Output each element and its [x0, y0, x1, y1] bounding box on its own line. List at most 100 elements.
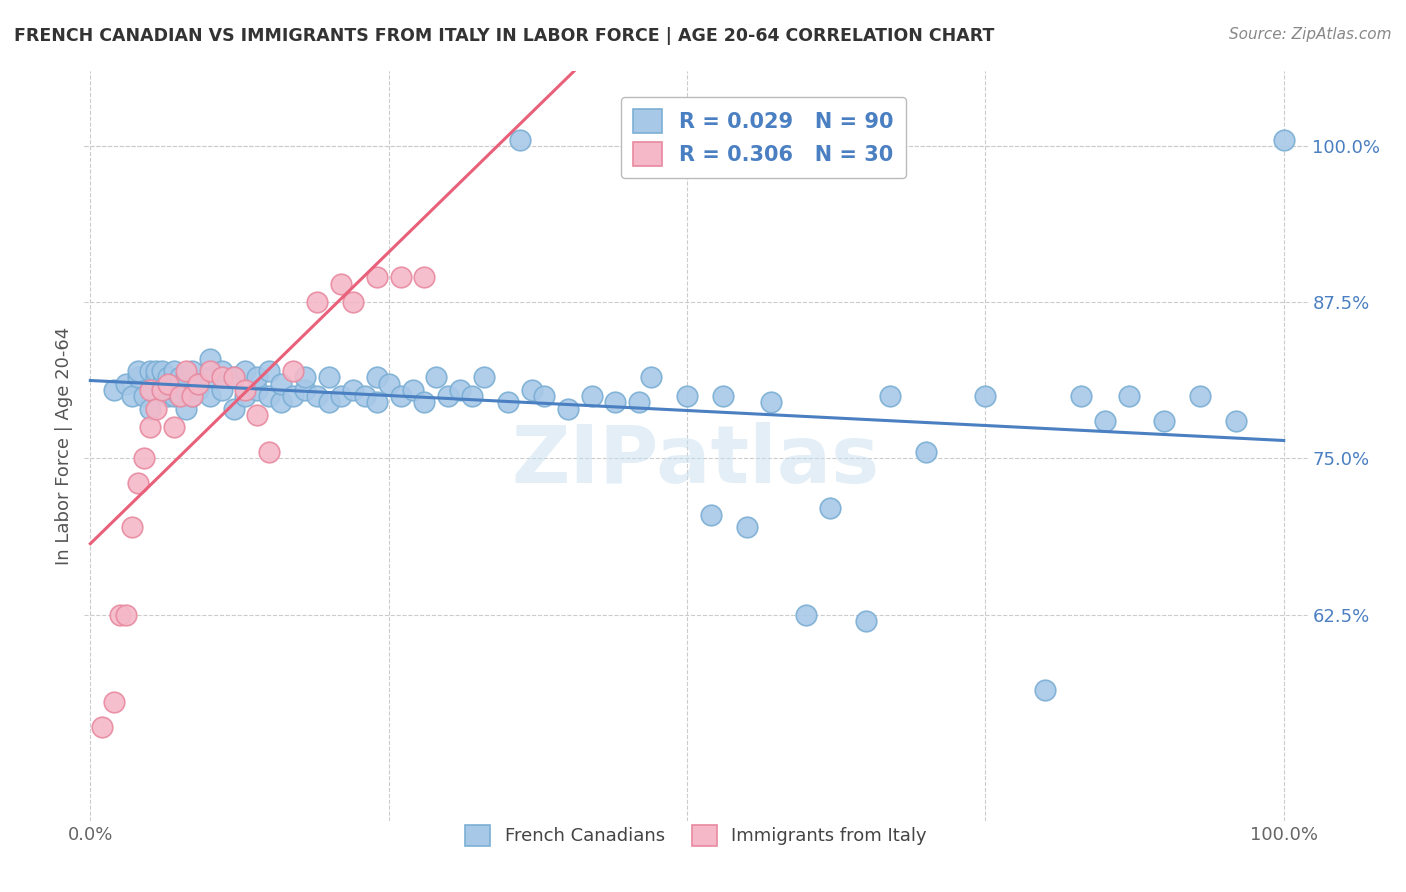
Point [222, 370, 245, 384]
Point [163, 389, 186, 403]
Point [1189, 389, 1212, 403]
Point [163, 420, 186, 434]
Legend: French Canadians, Immigrants from Italy: French Canadians, Immigrants from Italy [457, 818, 935, 853]
Point [259, 364, 281, 378]
Point [413, 270, 436, 285]
Point [496, 395, 519, 409]
Point [676, 389, 699, 403]
Point [1153, 414, 1175, 428]
Point [169, 389, 191, 403]
Point [1094, 414, 1116, 428]
Point [211, 370, 233, 384]
Point [139, 364, 162, 378]
Point [198, 364, 221, 378]
Point [127, 370, 149, 384]
Point [1118, 389, 1140, 403]
Point [246, 370, 269, 384]
Point [187, 376, 209, 391]
Point [342, 295, 364, 310]
Point [235, 364, 257, 378]
Point [628, 395, 651, 409]
Point [329, 277, 352, 291]
Point [472, 370, 495, 384]
Point [145, 370, 167, 384]
Point [156, 389, 179, 403]
Point [211, 364, 233, 378]
Point [139, 401, 162, 416]
Point [246, 383, 269, 397]
Point [174, 370, 197, 384]
Point [121, 520, 143, 534]
Point [174, 401, 197, 416]
Point [389, 270, 412, 285]
Point [163, 383, 186, 397]
Point [180, 389, 202, 403]
Point [174, 383, 197, 397]
Point [222, 401, 245, 416]
Point [1225, 414, 1247, 428]
Point [139, 420, 162, 434]
Point [259, 389, 281, 403]
Point [246, 408, 269, 422]
Point [389, 389, 412, 403]
Point [198, 351, 221, 366]
Point [198, 389, 221, 403]
Point [115, 376, 138, 391]
Text: Source: ZipAtlas.com: Source: ZipAtlas.com [1229, 27, 1392, 42]
Point [449, 383, 471, 397]
Point [187, 383, 209, 397]
Point [150, 383, 173, 397]
Point [132, 389, 155, 403]
Point [211, 383, 233, 397]
Point [759, 395, 782, 409]
Point [235, 383, 257, 397]
Point [139, 383, 162, 397]
Point [735, 520, 758, 534]
Point [461, 389, 484, 403]
Point [1070, 389, 1092, 403]
Point [353, 389, 375, 403]
Point [127, 364, 149, 378]
Point [156, 370, 179, 384]
Point [174, 364, 197, 378]
Point [169, 370, 191, 384]
Point [879, 389, 901, 403]
Point [150, 383, 173, 397]
Point [1272, 133, 1295, 147]
Point [270, 376, 292, 391]
Point [377, 376, 399, 391]
Point [318, 395, 340, 409]
Point [222, 370, 245, 384]
Point [103, 695, 125, 709]
Point [121, 389, 143, 403]
Point [1033, 682, 1056, 697]
Point [700, 508, 723, 522]
Point [366, 270, 388, 285]
Point [91, 720, 114, 734]
Point [187, 376, 209, 391]
Text: FRENCH CANADIAN VS IMMIGRANTS FROM ITALY IN LABOR FORCE | AGE 20-64 CORRELATION : FRENCH CANADIAN VS IMMIGRANTS FROM ITALY… [14, 27, 994, 45]
Point [150, 364, 173, 378]
Point [283, 364, 305, 378]
Point [108, 607, 131, 622]
Point [914, 445, 936, 459]
Point [163, 364, 186, 378]
Point [581, 389, 603, 403]
Point [413, 395, 436, 409]
Point [711, 389, 734, 403]
Point [520, 383, 543, 397]
Point [115, 607, 138, 622]
Point [329, 389, 352, 403]
Point [270, 395, 292, 409]
Point [307, 389, 329, 403]
Point [180, 389, 202, 403]
Point [401, 383, 423, 397]
Point [605, 395, 627, 409]
Point [294, 383, 316, 397]
Point [342, 383, 364, 397]
Point [366, 370, 388, 384]
Point [259, 445, 281, 459]
Point [425, 370, 447, 384]
Point [235, 389, 257, 403]
Point [145, 401, 167, 416]
